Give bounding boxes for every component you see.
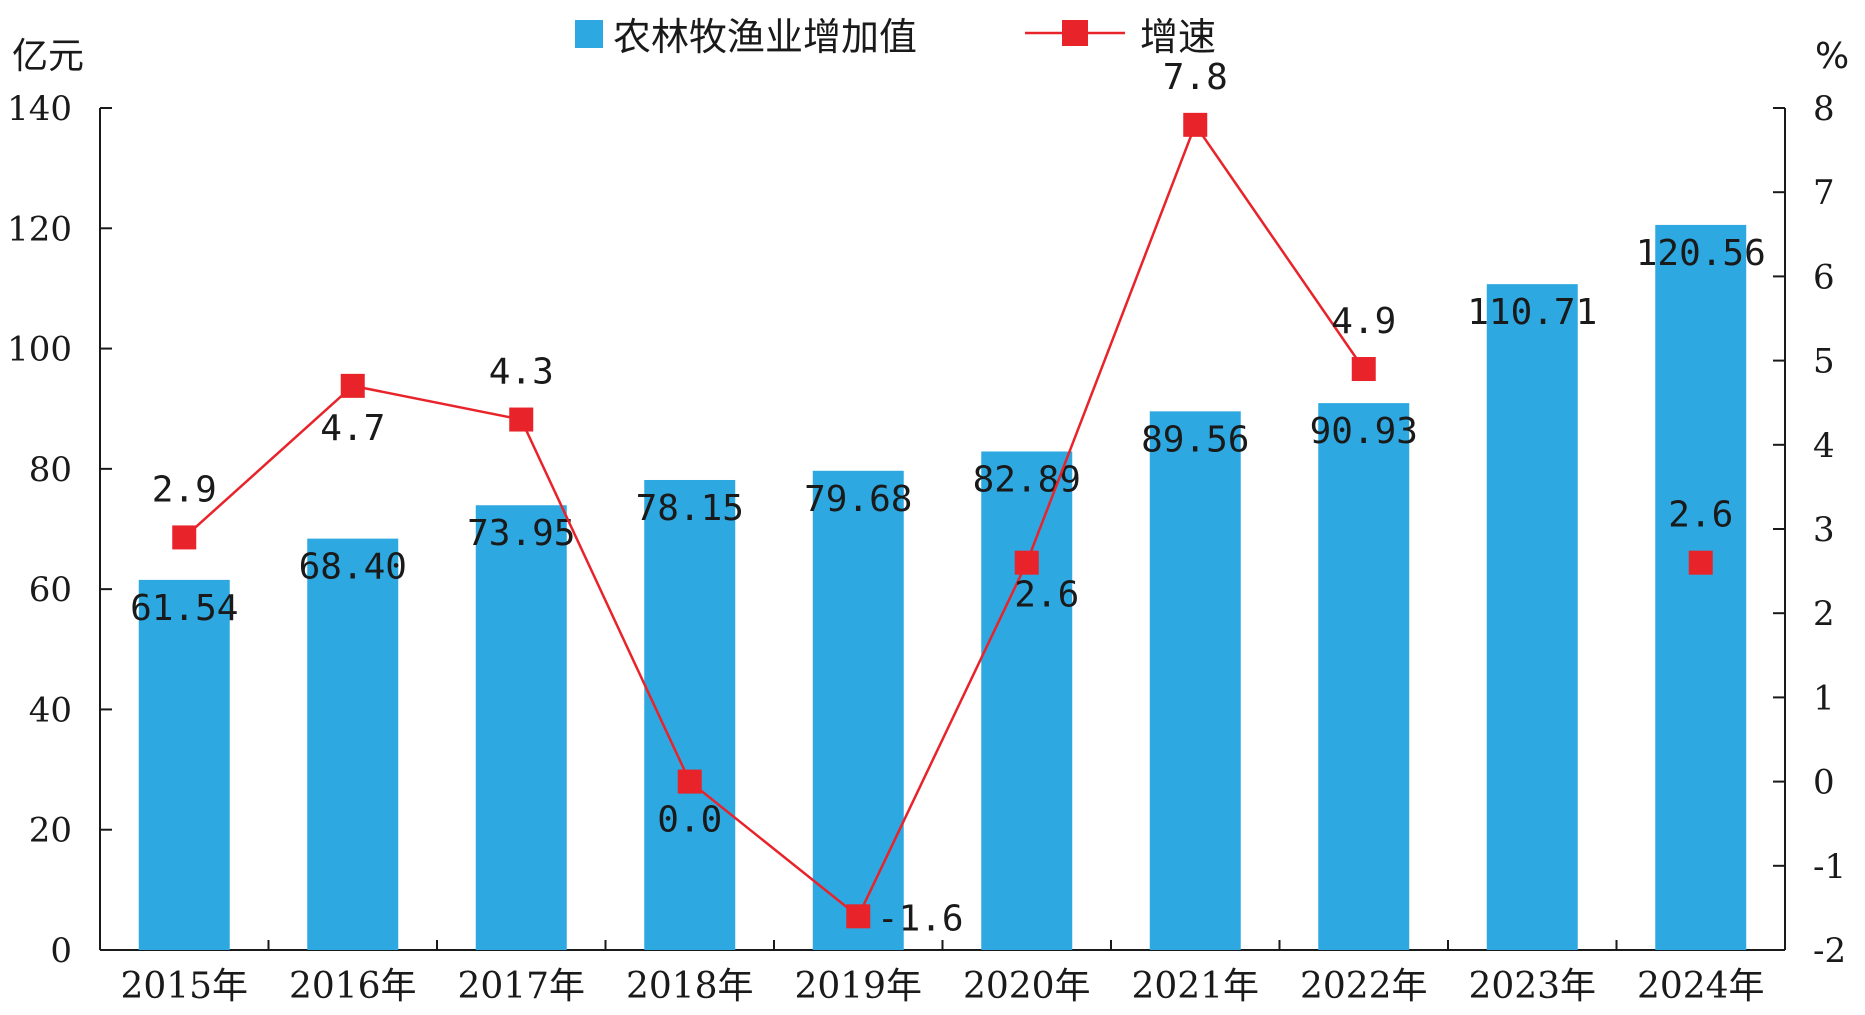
- left-tick-label: 60: [29, 570, 72, 610]
- growth-marker: [340, 373, 365, 398]
- right-tick-label: 2: [1813, 594, 1835, 634]
- left-tick-label: 40: [29, 690, 72, 730]
- legend-bar-label: 农林牧渔业增加值: [613, 15, 917, 59]
- right-tick-label: 7: [1813, 173, 1835, 213]
- growth-data-labels: 2.9 4.7 4.3 0.0 -1.6 2.6 7.8 4.9 2.6: [152, 57, 1734, 939]
- category-label: 2023年: [1468, 966, 1596, 1007]
- right-tick-label: -1: [1813, 847, 1846, 887]
- bar: [1655, 224, 1747, 950]
- bar-value-label: 120.56: [1636, 233, 1766, 274]
- bar-value-label: 73.95: [467, 513, 575, 554]
- bar-series: [138, 224, 1747, 951]
- bar: [981, 451, 1073, 950]
- growth-value-label: 4.9: [1331, 301, 1396, 342]
- bar-value-label: 61.54: [130, 588, 238, 629]
- bar: [138, 579, 230, 950]
- category-label: 2017年: [457, 966, 585, 1007]
- category-label: 2024年: [1637, 966, 1765, 1007]
- bar-value-label: 78.15: [636, 488, 744, 529]
- left-axis-ticks: 0 20 40 60 80 100 120 140: [7, 89, 1786, 971]
- category-label: 2021年: [1131, 966, 1259, 1007]
- right-tick-label: -2: [1813, 931, 1846, 971]
- right-axis-ticks: -2 -1 0 1 2 3 4 5 6 7 8: [1773, 89, 1846, 971]
- growth-value-label: 2.6: [1668, 495, 1733, 536]
- growth-value-label: 4.3: [489, 352, 554, 393]
- legend-line-marker: [1062, 20, 1088, 46]
- right-tick-label: 8: [1813, 89, 1835, 129]
- left-tick-label: 20: [29, 811, 72, 851]
- right-tick-label: 0: [1813, 763, 1835, 803]
- growth-marker: [509, 407, 534, 432]
- left-tick-label: 0: [50, 931, 72, 971]
- bar: [1318, 403, 1410, 951]
- right-tick-label: 1: [1813, 678, 1835, 718]
- legend-line-label: 增速: [1140, 15, 1216, 59]
- growth-marker: [677, 769, 702, 794]
- category-label: 2020年: [963, 966, 1091, 1007]
- bar: [307, 538, 399, 950]
- growth-marker: [1351, 357, 1376, 382]
- bar-value-label: 90.93: [1310, 411, 1418, 452]
- growth-line-series: [172, 112, 1713, 929]
- right-tick-label: 6: [1813, 257, 1835, 297]
- growth-line: [183, 122, 1365, 919]
- growth-value-label: 4.7: [320, 408, 385, 449]
- growth-value-label: 0.0: [657, 800, 722, 841]
- growth-value-label: 2.9: [152, 469, 217, 510]
- growth-marker: [172, 525, 197, 550]
- legend: 农林牧渔业增加值 增速: [575, 15, 1216, 59]
- left-tick-label: 80: [29, 450, 72, 490]
- category-label: 2019年: [794, 966, 922, 1007]
- bar: [1486, 284, 1578, 950]
- growth-marker: [846, 904, 871, 929]
- growth-marker: [1688, 550, 1713, 575]
- right-tick-label: 5: [1813, 342, 1835, 382]
- bar-value-label: 68.40: [299, 547, 407, 588]
- growth-marker: [1014, 550, 1039, 575]
- category-labels: 2015年 2016年 2017年 2018年 2019年 2020年 2021年 2022年…: [120, 966, 1764, 1007]
- category-label: 2022年: [1300, 966, 1428, 1007]
- bar-value-label: 89.56: [1141, 419, 1249, 460]
- right-axis-unit: %: [1815, 36, 1849, 77]
- left-axis-unit: 亿元: [12, 36, 84, 77]
- growth-value-label: 2.6: [1014, 575, 1079, 616]
- category-label: 2018年: [626, 966, 754, 1007]
- category-label: 2015年: [120, 966, 248, 1007]
- right-tick-label: 4: [1813, 426, 1835, 466]
- bar: [475, 505, 567, 950]
- left-tick-label: 100: [7, 330, 72, 370]
- category-label: 2016年: [289, 966, 417, 1007]
- bar: [812, 470, 904, 950]
- growth-value-label: -1.6: [877, 898, 964, 939]
- legend-bar-swatch: [575, 20, 603, 48]
- bar: [1149, 411, 1241, 950]
- left-tick-label: 120: [7, 209, 72, 249]
- right-tick-label: 3: [1813, 510, 1835, 550]
- bar-value-label: 79.68: [804, 479, 912, 520]
- growth-value-label: 7.8: [1163, 57, 1228, 98]
- bar-value-label: 110.71: [1467, 292, 1597, 333]
- growth-marker: [1183, 112, 1208, 137]
- left-tick-label: 140: [7, 89, 72, 129]
